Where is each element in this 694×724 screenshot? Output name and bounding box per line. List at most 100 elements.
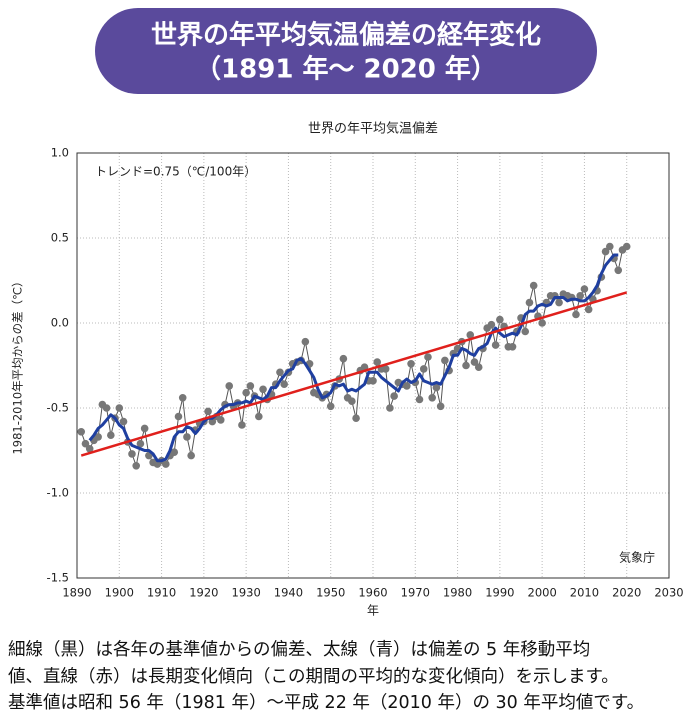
- annual-point: [521, 327, 530, 336]
- banner-subtitle: （1891 年～ 2020 年）: [195, 54, 497, 85]
- x-tick-label: 1990: [485, 586, 514, 600]
- annual-point: [162, 460, 170, 468]
- annual-point: [601, 247, 610, 256]
- annual-point: [102, 404, 111, 412]
- annual-point: [491, 341, 500, 349]
- caption-line: 値、直線（赤）は長期変化傾向（この期間の平均的な変化傾向）を示します。: [8, 667, 619, 687]
- annual-point: [255, 412, 263, 421]
- x-tick-label: 1950: [316, 586, 345, 600]
- annual-line: [80, 245, 628, 468]
- annual-point: [614, 266, 623, 275]
- annual-point: [276, 368, 284, 377]
- annual-point: [259, 385, 267, 394]
- caption-line: 細線（黒）は各年の基準値からの偏差、太線（青）は偏差の 5 年移動平均: [8, 640, 590, 660]
- x-tick-label: 1890: [62, 586, 91, 600]
- y-tick-label: -0.5: [47, 401, 69, 415]
- credit: 気象庁: [619, 550, 655, 565]
- y-tick-label: -1.0: [47, 486, 69, 500]
- x-tick-label: 1910: [147, 586, 176, 600]
- x-tick-label: 1940: [274, 586, 303, 600]
- annual-point: [348, 397, 356, 406]
- banner-title: 世界の年平均気温偏差の経年変化: [151, 20, 541, 51]
- annual-point: [136, 439, 145, 448]
- x-tick-label: 1980: [443, 586, 472, 600]
- annual-point: [132, 462, 140, 470]
- annual-point: [107, 431, 115, 440]
- annual-point: [580, 285, 589, 293]
- annual-point: [487, 320, 496, 329]
- annual-point: [369, 377, 377, 385]
- annual-point: [216, 416, 225, 424]
- annual-point: [386, 404, 394, 412]
- x-tick-label: 2020: [612, 586, 641, 600]
- x-tick-label: 1900: [105, 586, 134, 600]
- annual-point: [419, 365, 428, 373]
- x-tick-label: 2000: [528, 586, 557, 600]
- annual-point: [85, 445, 94, 453]
- annual-point: [606, 242, 614, 251]
- x-tick-label: 1970: [401, 586, 430, 600]
- annual-point: [339, 354, 348, 363]
- annual-point: [415, 395, 424, 404]
- y-tick-label: 1.0: [51, 146, 69, 160]
- annual-point: [496, 315, 504, 324]
- y-tick-label: 0.5: [51, 231, 69, 245]
- annual-point: [178, 394, 187, 402]
- annual-point: [474, 363, 483, 372]
- annual-point: [119, 417, 128, 426]
- annual-point: [352, 414, 360, 423]
- annual-point: [183, 433, 191, 441]
- y-tick-label: 0.0: [51, 316, 69, 330]
- annual-point: [140, 424, 149, 433]
- annual-point: [204, 407, 212, 416]
- annual-point: [238, 421, 246, 429]
- annual-point: [538, 319, 546, 327]
- x-tick-label: 1930: [232, 586, 261, 600]
- annual-point: [572, 310, 580, 319]
- chart-title: 世界の年平均気温偏差: [308, 121, 438, 137]
- annual-point: [390, 392, 398, 400]
- annual-point: [174, 412, 183, 421]
- annual-point: [529, 281, 538, 290]
- plot-frame: [76, 152, 670, 579]
- annual-point: [373, 358, 382, 366]
- annual-point: [508, 343, 517, 351]
- trend-line: [80, 291, 628, 457]
- y-axis-label: 1981-2010年平均からの差（℃）: [11, 275, 25, 454]
- annual-point: [622, 242, 631, 251]
- annual-point: [470, 358, 479, 366]
- annual-point: [115, 404, 124, 412]
- annual-point: [403, 382, 411, 390]
- annual-point: [584, 305, 593, 314]
- caption-line: 基準値は昭和 56 年（1981 年）～平成 22 年（2010 年）の 30 …: [8, 693, 644, 713]
- annual-point: [187, 451, 195, 460]
- annual-point: [170, 448, 179, 457]
- annual-point: [466, 331, 475, 339]
- title-banner: [95, 8, 597, 94]
- annual-point: [407, 360, 415, 368]
- y-tick-label: -1.5: [47, 571, 69, 585]
- x-tick-label: 2030: [654, 586, 683, 600]
- annual-point: [428, 394, 437, 402]
- annual-point: [81, 439, 90, 448]
- annual-point: [326, 402, 335, 411]
- annual-point: [555, 298, 563, 307]
- annual-point: [242, 388, 250, 397]
- annual-point: [436, 402, 445, 411]
- annual-point: [441, 356, 449, 365]
- annual-point: [576, 292, 584, 300]
- annual-point: [301, 337, 310, 346]
- x-tick-label: 1960: [358, 586, 387, 600]
- annual-point: [381, 365, 390, 373]
- annual-point: [432, 383, 441, 392]
- x-axis-label: 年: [367, 604, 379, 618]
- annual-point: [225, 382, 234, 390]
- annual-point: [462, 361, 470, 370]
- annual-point: [280, 380, 289, 389]
- x-tick-label: 1920: [189, 586, 218, 600]
- annual-point: [77, 428, 86, 436]
- annual-point: [525, 298, 534, 307]
- moving-average-line: [88, 253, 619, 463]
